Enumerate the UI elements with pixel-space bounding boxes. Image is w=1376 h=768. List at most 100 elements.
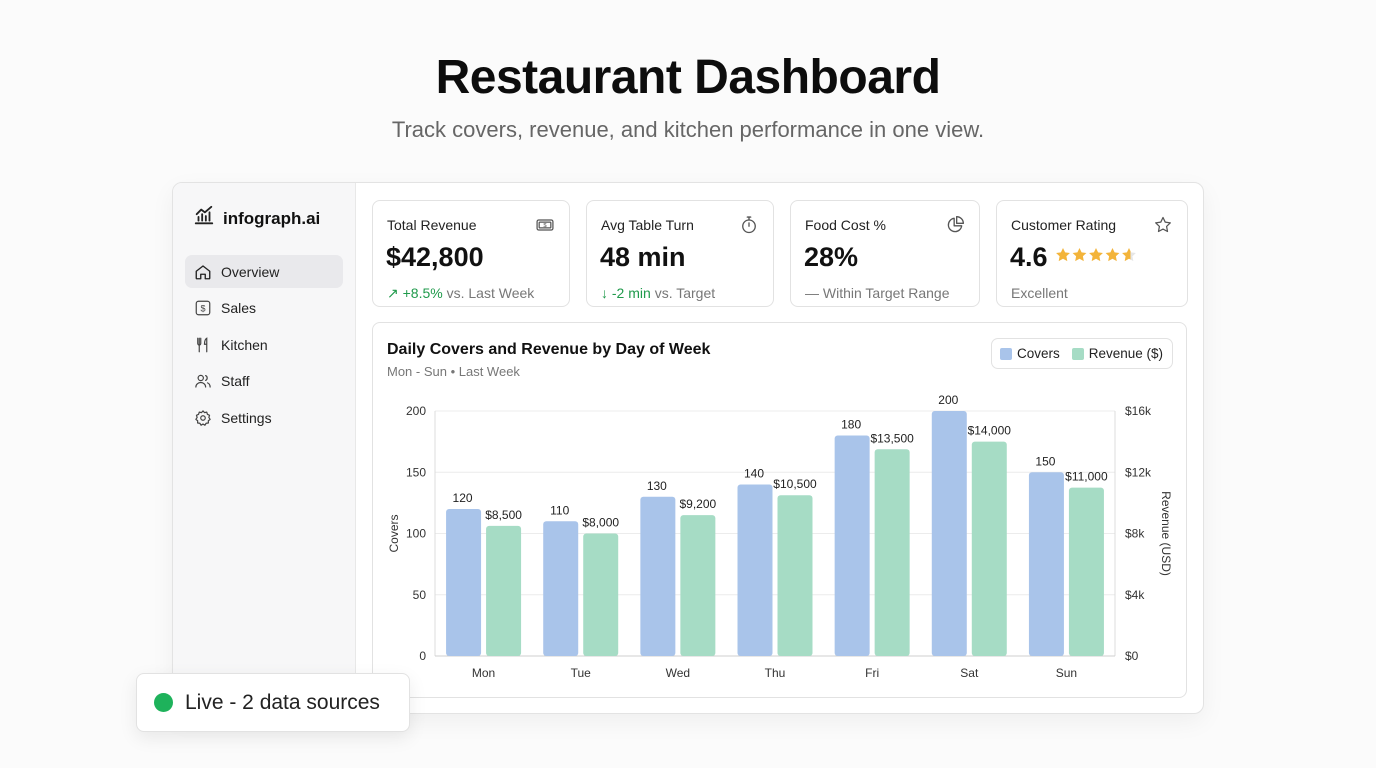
y-tick-label: 100 (406, 527, 426, 541)
banknote-icon: $ (536, 219, 554, 231)
legend-entry-covers[interactable]: Covers (1000, 346, 1060, 361)
kpi-value: 48 min (600, 242, 686, 272)
live-status-badge[interactable]: Live - 2 data sources (136, 673, 410, 732)
data-label-covers: 150 (1035, 454, 1055, 468)
brand[interactable]: infograph.ai (193, 205, 320, 232)
sidebar-item-label: Sales (221, 300, 257, 316)
legend-swatch-revenue (1071, 347, 1084, 360)
y-tick-label: 150 (406, 465, 426, 479)
stopwatch-icon (742, 216, 756, 234)
data-label-revenue: $9,200 (680, 497, 717, 511)
y-right-tick-label: $0 (1125, 649, 1139, 663)
home-icon (195, 264, 211, 279)
kpi-note: Excellent (1011, 285, 1068, 301)
y-right-tick-label: $4k (1125, 588, 1145, 602)
bar-revenue (777, 495, 813, 656)
data-label-revenue: $8,500 (485, 508, 522, 522)
data-label-covers: 110 (550, 503, 569, 517)
kpi-note: vs. Target (654, 285, 716, 301)
y-right-axis-title: Revenue (USD) (1159, 491, 1173, 576)
legend-label: Revenue ($) (1088, 346, 1164, 361)
sidebar-nav: Overview $ Sales Kitchen Staff Settings (185, 255, 343, 438)
x-tick-label: Sat (960, 666, 979, 680)
dashboard-window: infograph.ai Overview $ Sales Kitchen St… (172, 182, 1204, 714)
sidebar-item-label: Settings (221, 409, 272, 426)
chart-card: Daily Covers and Revenue by Day of Week … (372, 322, 1187, 698)
rating-star (1105, 248, 1120, 262)
kpi-trend: ↗ +8.5% vs. Last Week (387, 285, 534, 302)
bar-covers (834, 435, 870, 656)
bar-revenue (680, 515, 716, 656)
kpi-value: $42,800 (386, 242, 484, 272)
kpi-value: 4.6 (1010, 242, 1048, 272)
kpi-label: Avg Table Turn (601, 217, 694, 233)
bar-covers (737, 484, 773, 656)
sidebar-item-kitchen[interactable]: Kitchen (185, 328, 343, 361)
chart-legend[interactable]: Covers Revenue ($) (991, 338, 1173, 369)
y-tick-label: 50 (413, 588, 427, 602)
bar-revenue (1068, 487, 1104, 656)
sidebar-item-overview[interactable]: Overview (185, 255, 343, 288)
star-icon (1155, 216, 1171, 233)
data-label-covers: 140 (744, 467, 764, 481)
y-tick-label: 200 (406, 404, 426, 418)
live-status-label: Live - 2 data sources (185, 690, 380, 714)
kpi-customer-rating: Customer Rating 4.6 Excellent (996, 200, 1188, 307)
kpi-label: Total Revenue (387, 217, 477, 233)
sidebar-item-label: Kitchen (221, 336, 268, 353)
kpi-trend: ↓ -2 min vs. Target (601, 285, 715, 301)
svg-text:$: $ (200, 303, 205, 313)
kpi-note: vs. Last Week (446, 285, 535, 301)
rating-stars (1056, 248, 1136, 262)
bar-covers (1028, 472, 1064, 656)
users-icon (195, 374, 211, 388)
kpi-delta: ↓ -2 min (601, 285, 651, 301)
brand-name: infograph.ai (223, 208, 321, 228)
kpi-value: 28% (804, 242, 859, 272)
utensils-icon (197, 336, 208, 352)
chart-title: Daily Covers and Revenue by Day of Week (387, 341, 711, 358)
rating-star (1089, 248, 1103, 262)
dollar-icon: $ (195, 300, 211, 316)
sidebar-item-staff[interactable]: Staff (185, 365, 343, 398)
bar-revenue (486, 525, 522, 656)
y-right-tick-label: $16k (1125, 404, 1152, 418)
bar-revenue (874, 449, 910, 656)
sidebar-item-sales[interactable]: $ Sales (185, 292, 343, 325)
y-right-tick-label: $8k (1125, 527, 1145, 541)
data-label-revenue: $10,500 (773, 477, 817, 491)
legend-entry-revenue[interactable]: Revenue ($) (1071, 346, 1164, 361)
rating-star (1122, 248, 1136, 262)
sidebar-item-label: Staff (221, 373, 250, 389)
gear-icon (195, 409, 211, 426)
legend-label: Covers (1017, 346, 1060, 361)
kpi-total-revenue: Total Revenue $ $42,800 ↗ +8.5% vs. Last… (372, 200, 570, 307)
chart-subtitle: Mon - Sun • Last Week (387, 364, 520, 379)
svg-text:$: $ (543, 223, 547, 229)
bar-covers (931, 411, 967, 656)
x-tick-label: Tue (571, 666, 592, 680)
page-subtitle: Track covers, revenue, and kitchen perfo… (391, 117, 985, 142)
kpi-delta: ↗ +8.5% (387, 285, 443, 301)
kpi-label: Customer Rating (1011, 217, 1117, 233)
kpi-note: — Within Target Range (805, 285, 950, 301)
bar-covers (446, 509, 482, 656)
y-tick-label: 0 (419, 649, 426, 663)
data-label-revenue: $14,000 (968, 424, 1012, 438)
rating-star (1072, 248, 1087, 262)
sidebar-item-settings[interactable]: Settings (185, 401, 343, 434)
kpi-label: Food Cost % (805, 217, 886, 233)
data-label-revenue: $8,000 (582, 516, 619, 530)
data-label-covers: 120 (453, 491, 473, 505)
bar-revenue (971, 441, 1007, 656)
rating-star (1056, 248, 1070, 262)
chart-logo-icon (193, 205, 215, 232)
data-label-revenue: $13,500 (870, 431, 914, 445)
legend-swatch-covers (1000, 347, 1012, 360)
data-label-covers: 130 (647, 479, 667, 493)
kpi-food-cost: Food Cost % 28% — Within Target Range (790, 200, 980, 307)
data-label-covers: 180 (841, 418, 861, 432)
live-indicator-dot (154, 693, 173, 712)
page-title: Restaurant Dashboard (435, 51, 941, 104)
x-tick-label: Mon (472, 666, 495, 680)
